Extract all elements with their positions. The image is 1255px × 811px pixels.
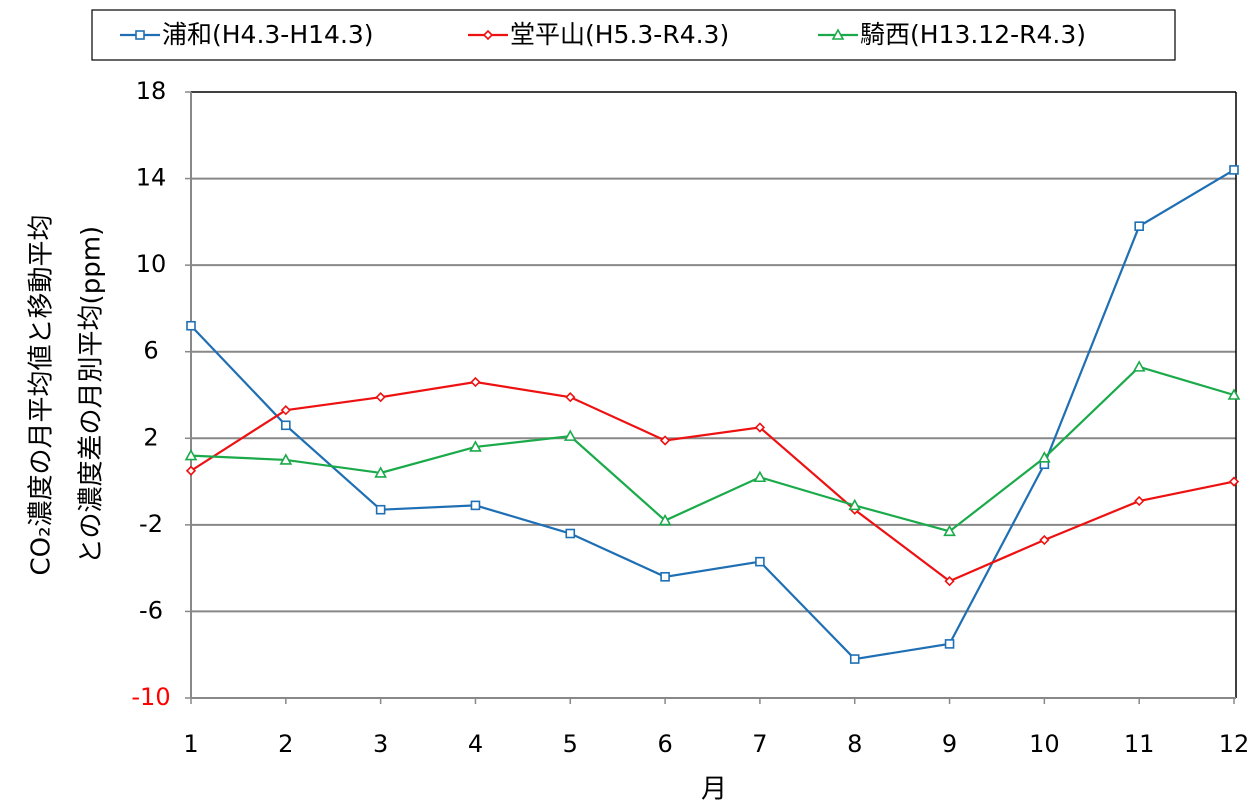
x-tick-label: 5 — [563, 730, 578, 758]
y-tick-label: -2 — [139, 510, 163, 538]
marker — [944, 639, 955, 649]
y-tick-label: -6 — [139, 596, 163, 624]
marker — [135, 30, 145, 40]
marker — [848, 498, 862, 511]
x-tick-label: 3 — [373, 730, 388, 758]
marker — [375, 504, 386, 515]
x-tick-label: 7 — [752, 730, 767, 758]
marker — [754, 422, 766, 433]
marker — [660, 571, 670, 582]
marker — [279, 453, 293, 465]
y-tick-label: 10 — [136, 250, 167, 278]
marker — [184, 448, 198, 461]
series-line — [190, 365, 1235, 533]
marker — [1132, 360, 1146, 372]
y-tick-label: 2 — [143, 423, 158, 451]
x-tick-label: 11 — [1124, 730, 1155, 758]
x-tick-label: 10 — [1029, 730, 1060, 758]
x-axis-label: 月 — [701, 775, 727, 805]
x-tick-label: 1 — [183, 730, 198, 758]
x-tick-label: 12 — [1219, 730, 1250, 758]
legend-box — [91, 9, 1176, 61]
marker — [563, 429, 577, 441]
x-tick-label: 2 — [278, 730, 293, 758]
marker — [849, 654, 860, 664]
y-tick-label: 14 — [136, 164, 167, 192]
legend-label: 騎西(H13.12-R4.3) — [860, 20, 1086, 49]
marker — [281, 420, 291, 431]
x-tick-label: 8 — [847, 730, 862, 758]
marker — [943, 524, 956, 537]
marker — [1228, 476, 1240, 487]
y-tick-label: 18 — [136, 77, 167, 105]
x-tick-label: 9 — [942, 730, 957, 758]
series-line — [190, 168, 1235, 661]
x-tick-label: 6 — [657, 730, 672, 758]
y-tick-label: 6 — [143, 337, 158, 365]
marker — [1134, 495, 1145, 507]
marker — [280, 405, 291, 416]
marker — [1038, 451, 1051, 463]
marker — [186, 320, 196, 331]
y-tick-label: -10 — [131, 683, 170, 711]
y-axis-label: CO₂濃度の月平均値と移動平均 — [27, 214, 57, 575]
x-tick-label: 4 — [468, 730, 483, 758]
marker — [1227, 388, 1241, 400]
marker — [482, 29, 494, 41]
legend-label: 堂平山(H5.3-R4.3) — [510, 20, 729, 49]
marker — [375, 392, 386, 403]
y-axis-label: との濃度差の月別平均(ppm) — [77, 226, 107, 564]
marker — [470, 500, 481, 511]
marker — [469, 440, 482, 452]
marker — [944, 575, 955, 587]
marker — [374, 466, 387, 478]
marker — [1229, 165, 1239, 175]
marker — [831, 28, 845, 40]
legend-label: 浦和(H4.3-H14.3) — [162, 20, 374, 49]
marker — [470, 376, 481, 388]
marker — [565, 392, 576, 403]
marker — [753, 470, 767, 483]
marker — [185, 465, 197, 476]
marker — [659, 435, 671, 446]
marker — [1039, 534, 1050, 546]
marker — [755, 556, 765, 567]
marker — [1134, 221, 1144, 231]
series-line — [190, 380, 1235, 583]
marker — [658, 513, 672, 526]
marker — [565, 528, 576, 539]
